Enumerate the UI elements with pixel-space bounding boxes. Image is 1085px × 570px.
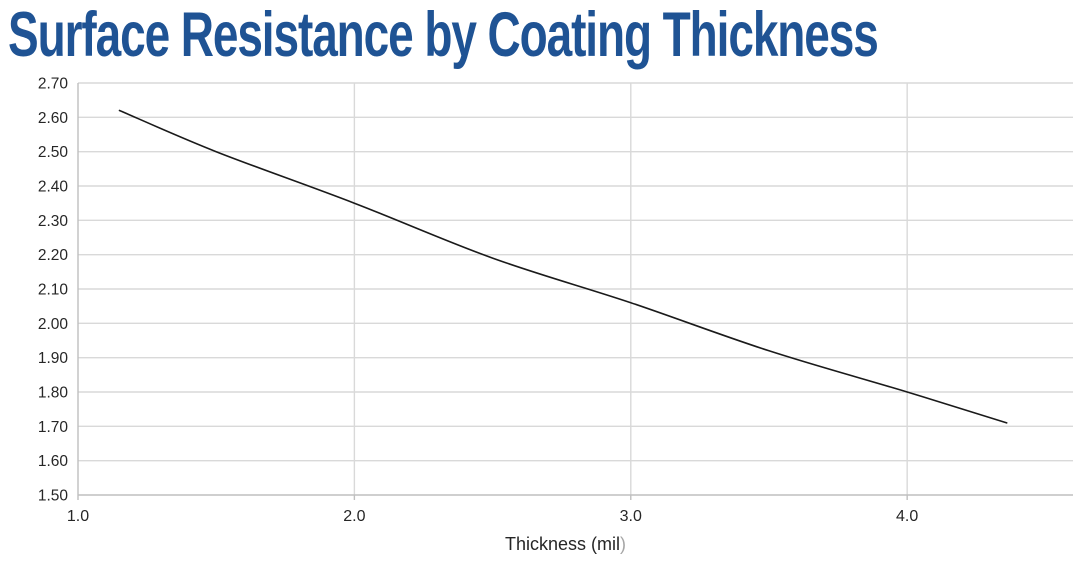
chart-title: Surface Resistance by Coating Thickness	[0, 0, 1085, 70]
x-tick-label: 4.0	[896, 508, 918, 525]
y-tick-label: 2.50	[38, 144, 69, 161]
y-tick-label: 2.40	[38, 179, 69, 196]
x-tick-label: 3.0	[620, 508, 642, 525]
x-axis-title: Thickness (mil)	[505, 534, 626, 554]
x-tick-label: 2.0	[343, 508, 365, 525]
y-tick-label: 2.00	[38, 316, 69, 333]
y-tick-label: 2.10	[38, 282, 69, 299]
y-tick-label: 1.70	[38, 419, 69, 436]
y-tick-label: 1.60	[38, 453, 69, 470]
y-tick-label: 1.50	[38, 488, 69, 505]
chart-title-text: Surface Resistance by Coating Thickness	[8, 0, 879, 70]
y-tick-label: 2.20	[38, 247, 69, 264]
y-tick-label: 1.90	[38, 350, 69, 367]
y-tick-label: 1.80	[38, 385, 69, 402]
resistance-series-line	[118, 109, 1008, 424]
y-tick-label: 2.60	[38, 110, 69, 127]
x-tick-label: 1.0	[67, 508, 89, 525]
y-tick-label: 2.70	[38, 76, 69, 93]
line-chart-plot-area: 2.70 2.60 2.50 2.40 2.30 2.20 2.10 2.00 1.90 1.80…	[38, 76, 1073, 554]
y-tick-label: 2.30	[38, 213, 69, 230]
